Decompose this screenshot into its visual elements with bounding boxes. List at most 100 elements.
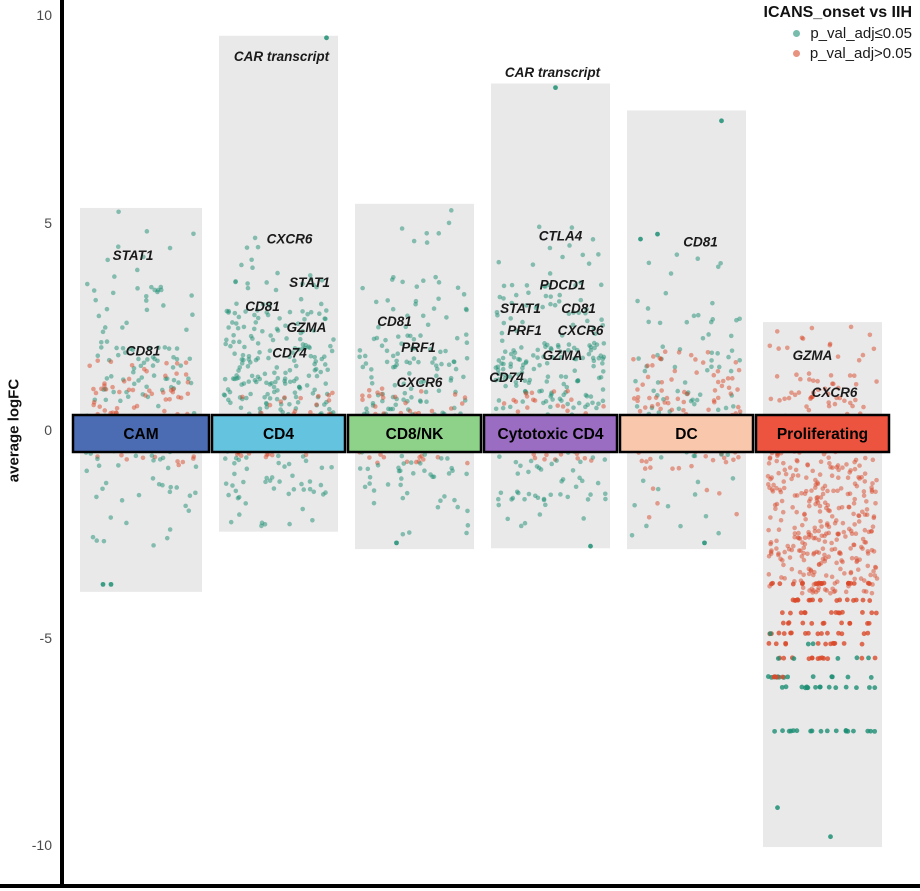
data-point [650, 363, 655, 368]
data-point [766, 641, 772, 646]
data-point [223, 481, 229, 486]
data-point [548, 345, 554, 351]
data-point [561, 381, 567, 387]
data-point [451, 359, 457, 364]
data-point [513, 292, 519, 298]
data-point [676, 406, 682, 412]
data-point [327, 406, 332, 412]
data-point [108, 515, 114, 520]
data-point [851, 501, 857, 506]
data-point [709, 350, 715, 356]
data-point [827, 508, 832, 514]
data-point [414, 284, 420, 289]
data-point [131, 405, 137, 410]
y-tick-5: 5 [44, 214, 52, 231]
data-point [560, 254, 565, 260]
data-point [783, 641, 789, 647]
data-point [668, 271, 674, 276]
data-point [843, 534, 848, 539]
data-point [464, 530, 469, 536]
data-point [583, 310, 588, 316]
data-point [274, 396, 280, 402]
data-point [367, 474, 373, 480]
data-point [300, 454, 306, 459]
data-point [136, 356, 141, 362]
data-point [564, 384, 570, 390]
data-point [496, 259, 502, 265]
data-point [497, 294, 503, 300]
gene-label: CXCR6 [267, 232, 313, 247]
data-point [239, 357, 245, 362]
data-point [774, 458, 780, 464]
data-point [271, 384, 277, 390]
data-point [161, 303, 166, 308]
data-point [537, 362, 542, 368]
data-point [856, 357, 862, 363]
data-point [362, 353, 368, 359]
data-point [843, 684, 849, 690]
data-point [507, 404, 513, 410]
data-point [828, 373, 834, 378]
data-point [372, 404, 378, 409]
gene-label: CD74 [489, 370, 524, 385]
data-point [599, 317, 604, 322]
data-point [860, 597, 866, 603]
data-point [357, 466, 363, 471]
data-point [812, 528, 818, 534]
data-point [816, 562, 822, 568]
data-point [408, 386, 414, 392]
data-point [232, 376, 237, 382]
data-point [555, 342, 561, 348]
data-point [502, 376, 508, 381]
data-point [224, 337, 229, 343]
data-point [121, 379, 127, 384]
data-point [543, 502, 548, 508]
data-point [524, 303, 529, 308]
data-point [401, 381, 407, 387]
gene-label: CD81 [126, 344, 161, 359]
data-point [800, 585, 806, 591]
data-point [186, 508, 192, 514]
data-point [421, 278, 426, 284]
data-point [307, 273, 313, 278]
data-point [273, 379, 278, 385]
data-point [838, 486, 844, 491]
data-point [842, 398, 847, 404]
data-point [704, 487, 710, 493]
data-point [600, 322, 606, 328]
data-point [526, 491, 532, 497]
data-point [108, 374, 114, 379]
data-point [802, 511, 807, 517]
data-point [402, 390, 408, 396]
data-point [717, 491, 722, 496]
data-point [259, 523, 264, 529]
data-point [590, 237, 596, 242]
data-point [803, 631, 808, 636]
data-point [794, 728, 800, 734]
data-point [446, 471, 452, 476]
data-point [547, 245, 553, 251]
data-point [780, 728, 785, 734]
data-point [644, 523, 649, 529]
data-point [314, 402, 319, 407]
data-point [404, 490, 410, 496]
data-point [670, 466, 675, 471]
data-point [681, 389, 687, 395]
data-point [501, 283, 507, 289]
data-point [120, 345, 126, 351]
data-point [183, 360, 189, 365]
data-point [156, 345, 161, 350]
data-point [464, 471, 469, 477]
data-point [603, 496, 608, 502]
data-point [103, 387, 109, 392]
data-point [576, 400, 582, 406]
data-point [734, 317, 739, 323]
data-point [535, 347, 541, 353]
gene-label: CTLA4 [539, 229, 583, 244]
data-point [251, 326, 257, 332]
data-point [286, 491, 292, 497]
data-point [100, 329, 106, 335]
gene-labels: STAT1 CD81 CAR transcript CXCR6 STAT1 CD81 GZM… [113, 49, 858, 400]
legend: ICANS_onset vs IIH p_val_adj≤0.05 p_val_… [682, 4, 912, 62]
data-point [362, 484, 368, 490]
